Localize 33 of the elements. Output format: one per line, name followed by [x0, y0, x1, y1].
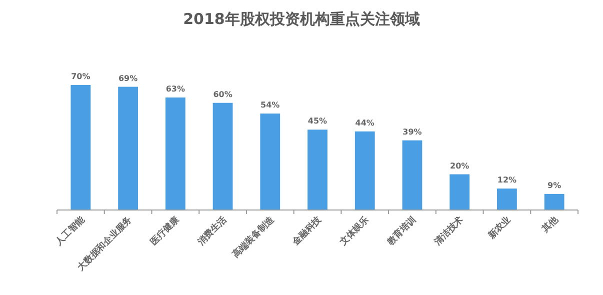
- data-label: 9%: [548, 180, 562, 190]
- data-label: 45%: [308, 116, 328, 126]
- x-tick-label: 金融科技: [290, 214, 324, 248]
- bar: [165, 98, 186, 210]
- bar: [402, 140, 422, 210]
- x-tick-label: 其他: [539, 214, 562, 236]
- x-tick-label: 高端装备制造: [230, 214, 277, 260]
- data-label: 63%: [166, 84, 185, 94]
- data-label: 39%: [402, 127, 422, 136]
- x-tick-label: 清洁技术: [432, 214, 466, 248]
- bar: [308, 130, 328, 210]
- bar: [354, 131, 375, 210]
- bar: [212, 102, 233, 210]
- bar: [497, 188, 517, 210]
- x-tick-label: 医疗健康: [148, 214, 182, 248]
- x-tick-label: 人工智能: [52, 214, 88, 248]
- data-label: 54%: [260, 100, 280, 110]
- bar: [450, 174, 470, 210]
- data-label: 60%: [213, 90, 232, 99]
- data-label: 70%: [71, 72, 90, 81]
- x-tick-label: 消费生活: [194, 214, 229, 248]
- bar: [544, 194, 564, 210]
- data-label: 20%: [450, 161, 470, 170]
- x-tick-label: 新农业: [486, 214, 514, 242]
- bar: [260, 114, 280, 210]
- data-label: 12%: [497, 176, 517, 185]
- x-tick-label: 文体娱乐: [337, 214, 371, 248]
- x-tick-label: 教育培训: [384, 214, 418, 248]
- data-label: 44%: [355, 118, 374, 128]
- chart-title: 2018年股权投资机构重点关注领域: [183, 10, 420, 28]
- data-label: 69%: [118, 74, 138, 83]
- bar: [70, 85, 91, 210]
- bar: [118, 86, 138, 210]
